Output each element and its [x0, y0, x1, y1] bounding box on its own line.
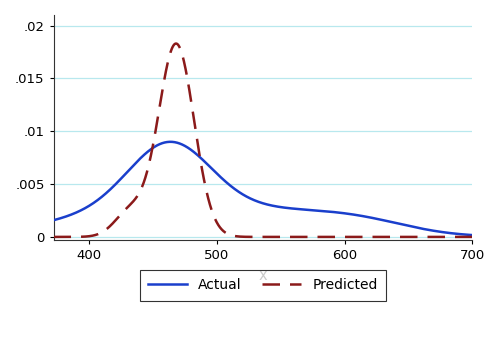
Legend: Actual, Predicted: Actual, Predicted	[140, 270, 386, 301]
X-axis label: x: x	[258, 268, 268, 283]
